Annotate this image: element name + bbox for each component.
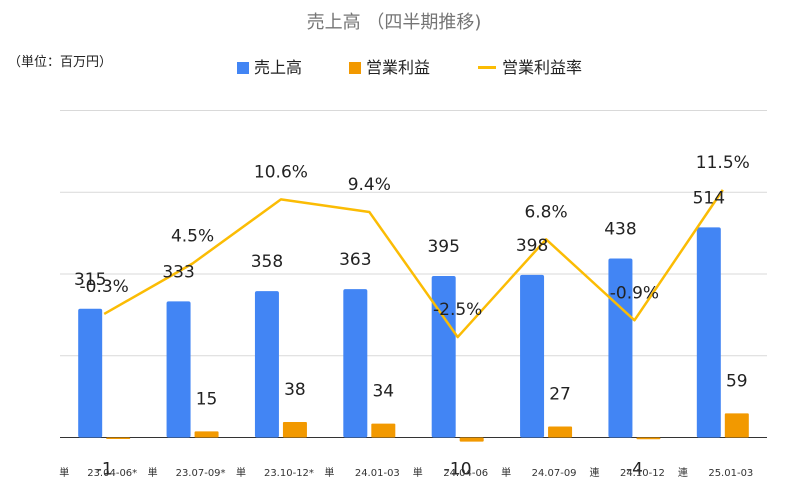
sales-bar xyxy=(431,276,456,438)
op-profit-value-label: 27 xyxy=(549,385,571,405)
x-tick-tag: 単 xyxy=(501,466,511,479)
op-profit-value-label: 34 xyxy=(372,382,394,402)
op-profit-bar xyxy=(548,426,573,438)
op-margin-value-label: -0.3% xyxy=(80,277,129,297)
op-profit-value-label: -4 xyxy=(626,460,643,480)
legend: 売上高 営業利益 営業利益率 xyxy=(237,58,582,77)
sales-bar xyxy=(696,227,721,438)
rate-line xyxy=(103,189,724,339)
op-profit-value-label: 59 xyxy=(726,371,748,391)
sales-value-label: 333 xyxy=(162,262,194,282)
legend-label-sales: 売上高 xyxy=(254,58,302,77)
op-profit-value-label: -1 xyxy=(96,460,113,480)
op-margin-line xyxy=(103,189,724,339)
op-profit-bar xyxy=(371,423,396,438)
sales-value-label: 438 xyxy=(604,219,636,239)
x-tick-tag: 単 xyxy=(236,466,246,479)
legend-label-op-profit: 営業利益 xyxy=(366,58,430,77)
chart-title: 売上高 （四半期推移) xyxy=(307,12,482,33)
op-profit-bar xyxy=(194,431,219,438)
op-profit-bar xyxy=(459,437,484,442)
op-profit-bar xyxy=(636,437,661,440)
op-profit-bar xyxy=(282,422,307,438)
x-tick-label: 25.01-03 xyxy=(708,468,753,479)
x-tick-tag: 連 xyxy=(589,466,599,479)
sales-value-label: 398 xyxy=(516,236,548,256)
x-tick-label: 24.07-09 xyxy=(532,468,577,479)
sales-bar xyxy=(520,274,545,438)
legend-swatch-op-profit xyxy=(349,62,361,74)
op-margin-value-label: 10.6% xyxy=(254,162,308,182)
x-tick-label: 23.07-09* xyxy=(176,468,226,479)
x-tick-tag: 単 xyxy=(324,466,334,479)
x-tick-label: 23.10-12* xyxy=(264,468,314,479)
op-margin-value-label: 11.5% xyxy=(696,153,750,173)
op-margin-value-label: -0.9% xyxy=(610,283,659,303)
sales-value-label: 358 xyxy=(251,252,283,272)
sales-bar xyxy=(254,291,279,438)
op-margin-value-label: -2.5% xyxy=(433,300,482,320)
x-axis: 単 23.04-06* 単 23.07-09* 単 23.10-12* 単 24.01-03 単… xyxy=(59,466,753,479)
legend-label-op-margin: 営業利益率 xyxy=(502,58,582,77)
sales-bar xyxy=(78,308,103,438)
unit-note: （単位：百万円） xyxy=(8,54,112,70)
op-margin-value-label: 9.4% xyxy=(348,175,391,195)
sales-value-label: 363 xyxy=(339,250,371,270)
x-tick-label: 24.04-06 xyxy=(443,468,488,479)
x-tick-tag: 単 xyxy=(148,466,158,479)
sales-value-label: 315 xyxy=(74,270,106,290)
x-tick-tag: 単 xyxy=(413,466,423,479)
op-profit-value-label: 38 xyxy=(284,380,306,400)
sales-value-label: 395 xyxy=(427,237,459,257)
x-tick-tag: 単 xyxy=(59,466,69,479)
legend-swatch-op-margin xyxy=(478,66,496,69)
x-tick-label: 24.01-03 xyxy=(355,468,400,479)
sales-bar xyxy=(343,289,368,438)
op-profit-value-label: 15 xyxy=(196,389,218,409)
legend-swatch-sales xyxy=(237,62,249,74)
op-profit-bar xyxy=(724,413,749,438)
x-tick-label: 24.10-12 xyxy=(620,468,665,479)
op-margin-value-label: 6.8% xyxy=(524,202,567,222)
sales-value-label: 514 xyxy=(693,188,725,208)
bars xyxy=(78,227,749,442)
op-profit-value-label: -10 xyxy=(444,460,472,480)
x-tick-tag: 連 xyxy=(678,466,688,479)
sales-bar xyxy=(166,301,191,438)
x-tick-label: 23.04-06* xyxy=(87,468,137,479)
op-profit-bar xyxy=(106,437,131,440)
data-labels: 315 -1 -0.3% 333 15 4.5% 358 38 10.6% 363 34 9.4% 39… xyxy=(74,153,750,480)
op-margin-value-label: 4.5% xyxy=(171,226,214,246)
